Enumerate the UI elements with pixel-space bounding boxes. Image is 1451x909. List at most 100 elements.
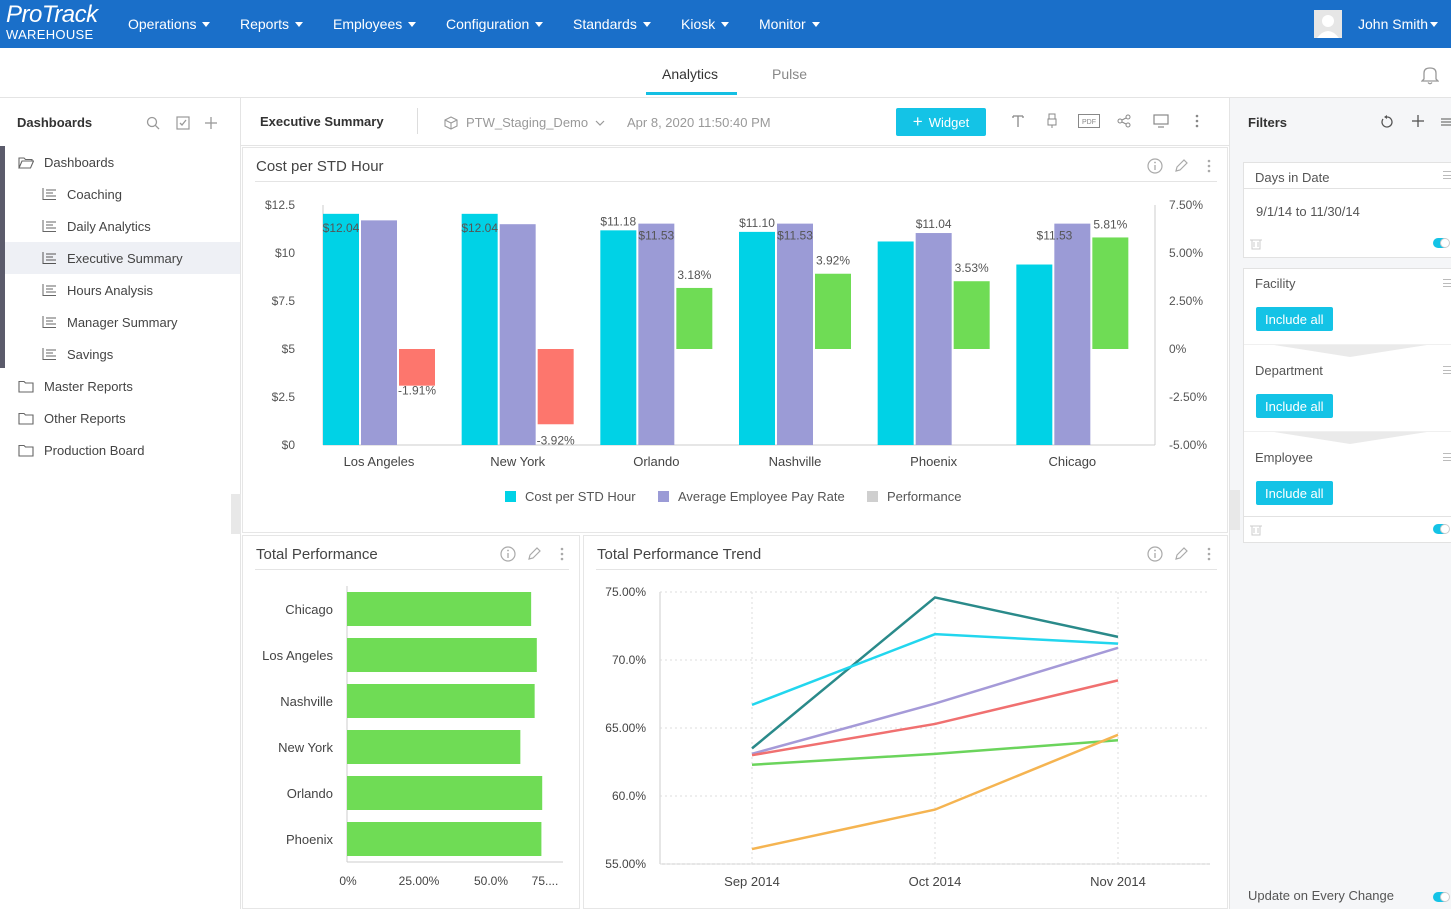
filter-label: Employee [1255, 450, 1313, 465]
nav-monitor[interactable]: Monitor [759, 16, 820, 32]
bar-cost-per-std-hour [877, 241, 914, 445]
sidebar-item-master-reports[interactable]: Master Reports [18, 370, 240, 402]
add-widget-button[interactable]: + Widget [896, 108, 986, 136]
sidebar-item-label: Other Reports [44, 410, 126, 426]
chevron-down-icon [535, 22, 544, 27]
sidebar-item-coaching[interactable]: Coaching [42, 178, 240, 210]
employee-include-all-button[interactable]: Include all [1256, 481, 1333, 505]
y-tick-label: $2.5 [272, 390, 296, 404]
tab-analytics[interactable]: Analytics [662, 66, 719, 82]
trash-icon[interactable] [1250, 237, 1262, 250]
filter-toggle[interactable] [1433, 524, 1450, 534]
y-tick-label: $12.5 [265, 198, 295, 212]
y2-tick-label: 2.50% [1169, 294, 1203, 308]
drag-handle-icon[interactable] [1443, 279, 1451, 287]
app-logo[interactable]: ProTrack WAREHOUSE [6, 3, 98, 42]
bar-average-pay-rate [1054, 223, 1091, 445]
trend-series-line [751, 733, 1119, 851]
more-vertical-icon[interactable] [560, 546, 564, 562]
filters-collapse-handle[interactable] [1230, 490, 1240, 530]
sidebar-item-daily-analytics[interactable]: Daily Analytics [42, 210, 240, 242]
nav-configuration[interactable]: Configuration [446, 16, 544, 32]
bell-icon[interactable] [1421, 65, 1439, 85]
nav-standards[interactable]: Standards [573, 16, 651, 32]
chevron-down-icon [811, 22, 820, 27]
info-icon[interactable] [500, 546, 516, 562]
data-label: $11.53 [1037, 229, 1073, 243]
total-performance-trend-chart: 75.00% 70.0% 65.00% 60.0% 55.00% Sep 2014 Oct … [605, 585, 1210, 889]
y2-tick-label: 0% [1169, 342, 1187, 356]
drag-handle-icon[interactable] [1443, 366, 1451, 374]
nav-employees[interactable]: Employees [333, 16, 417, 32]
x-tick-label: Phoenix [910, 454, 957, 469]
sidebar-item-manager-summary[interactable]: Manager Summary [42, 306, 240, 338]
reset-icon[interactable] [1380, 115, 1394, 129]
filter-toggle[interactable] [1433, 238, 1450, 248]
more-vertical-icon[interactable] [1207, 158, 1211, 174]
filter-date-value[interactable]: 9/1/14 to 11/30/14 [1256, 204, 1360, 219]
update-on-change-toggle[interactable] [1433, 892, 1450, 902]
pdf-icon[interactable]: PDF [1078, 114, 1100, 128]
add-filter-icon[interactable] [1411, 114, 1425, 128]
info-icon[interactable] [1147, 158, 1163, 174]
user-menu[interactable]: John Smith [1358, 16, 1439, 32]
divider [1244, 516, 1451, 517]
sidebar-collapse-handle[interactable] [231, 494, 241, 534]
search-icon[interactable] [146, 116, 160, 130]
datasource-name: PTW_Staging_Demo [466, 115, 589, 130]
drag-handle-icon[interactable] [1443, 171, 1451, 179]
cost-per-std-hour-widget: Cost per STD Hour $12.5 $10 $7.5 $5 $2.5 $0 7.… [242, 147, 1228, 533]
more-vertical-icon[interactable] [1207, 546, 1211, 562]
text-icon[interactable] [1011, 114, 1025, 128]
data-label: 3.92% [816, 254, 850, 268]
edit-icon[interactable] [526, 546, 542, 562]
checklist-icon[interactable] [176, 116, 190, 130]
chevron-down-icon [408, 22, 417, 27]
datasource-select[interactable]: PTW_Staging_Demo [444, 115, 605, 130]
legend-label: Cost per STD Hour [525, 489, 636, 504]
department-include-all-button[interactable]: Include all [1256, 394, 1333, 418]
sidebar-item-savings[interactable]: Savings [42, 338, 240, 370]
y-tick-label: Phoenix [286, 832, 333, 847]
info-icon[interactable] [1147, 546, 1163, 562]
nav-operations[interactable]: Operations [128, 16, 211, 32]
add-icon[interactable] [204, 116, 218, 130]
top-navbar: ProTrack WAREHOUSE Operations Reports Em… [0, 0, 1451, 48]
nav-kiosk[interactable]: Kiosk [681, 16, 730, 32]
facility-include-all-button[interactable]: Include all [1256, 307, 1333, 331]
edit-icon[interactable] [1173, 546, 1189, 562]
legend-label: Average Employee Pay Rate [678, 489, 845, 504]
trend-series-line [751, 632, 1119, 707]
more-vertical-icon[interactable] [1195, 114, 1199, 128]
drag-handle-icon[interactable] [1443, 453, 1451, 461]
user-icon [1317, 15, 1339, 38]
sidebar-item-hours-analysis[interactable]: Hours Analysis [42, 274, 240, 306]
menu-icon[interactable] [1441, 117, 1451, 127]
monitor-icon[interactable] [1153, 114, 1169, 128]
report-list-icon [42, 252, 56, 264]
sidebar-item-executive-summary[interactable]: Executive Summary [5, 242, 240, 274]
report-list-icon [42, 188, 56, 200]
nav-reports[interactable]: Reports [240, 16, 304, 32]
active-tab-indicator [646, 92, 737, 95]
sidebar-item-dashboards[interactable]: Dashboards [18, 146, 240, 178]
edit-icon[interactable] [1173, 158, 1189, 174]
divider [596, 569, 1217, 570]
data-label: $11.04 [916, 217, 952, 231]
data-label: -1.91% [398, 384, 436, 398]
widget-title: Cost per STD Hour [256, 158, 384, 175]
dashboard-header: Executive Summary PTW_Staging_Demo Apr 8… [241, 98, 1229, 146]
report-list-icon [42, 316, 56, 328]
report-list-icon [42, 284, 56, 296]
filter-icon[interactable] [1047, 113, 1057, 129]
tab-pulse[interactable]: Pulse [772, 66, 808, 82]
bar-cost-per-std-hour [739, 231, 775, 445]
folder-open-icon [18, 156, 34, 169]
sidebar-item-production-board[interactable]: Production Board [18, 434, 240, 466]
avatar[interactable] [1314, 10, 1342, 38]
data-label: $11.10 [739, 216, 775, 230]
trash-icon[interactable] [1250, 523, 1262, 536]
sidebar-item-other-reports[interactable]: Other Reports [18, 402, 240, 434]
share-icon[interactable] [1117, 114, 1131, 128]
x-tick-label: Nov 2014 [1090, 874, 1146, 889]
